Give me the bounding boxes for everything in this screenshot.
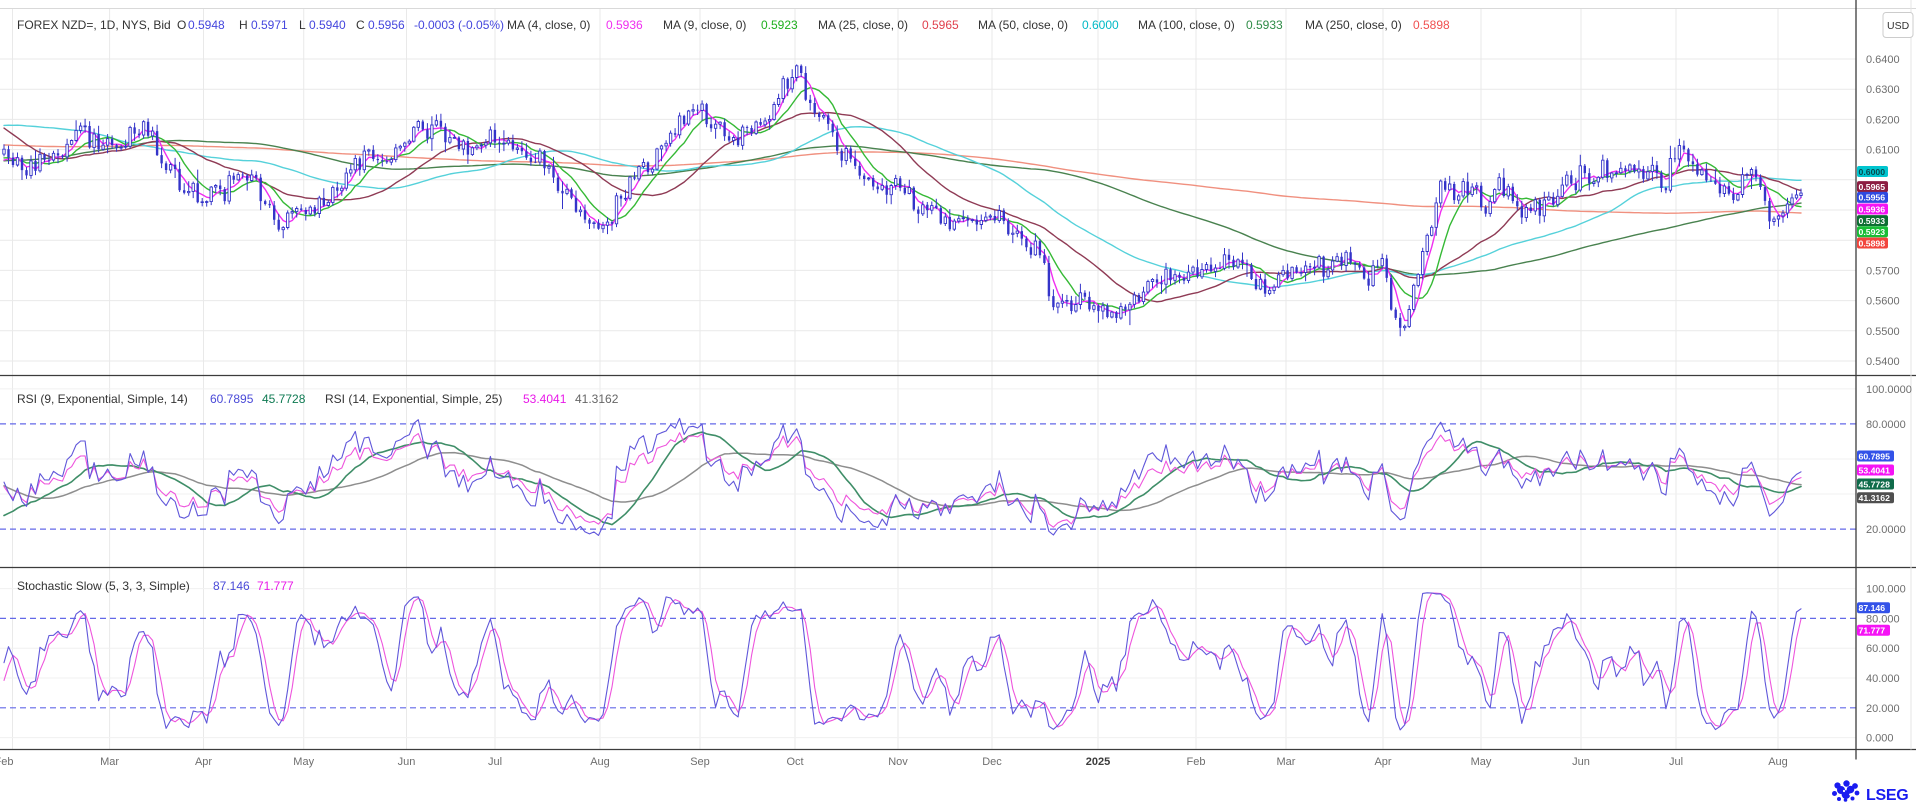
svg-text:0.6200: 0.6200 <box>1866 114 1900 126</box>
svg-text:RSI (9, Exponential, Simple, 1: RSI (9, Exponential, Simple, 14) 60.7895 4… <box>17 392 619 406</box>
svg-text:Mar: Mar <box>1277 756 1296 768</box>
svg-text:Aug: Aug <box>590 756 610 768</box>
svg-text:Apr: Apr <box>195 756 212 768</box>
svg-text:80.000: 80.000 <box>1866 613 1900 625</box>
svg-text:Sep: Sep <box>690 756 710 768</box>
svg-text:20.000: 20.000 <box>1866 703 1900 715</box>
svg-text:Apr: Apr <box>1374 756 1391 768</box>
svg-text:0.6100: 0.6100 <box>1866 145 1900 157</box>
svg-text:60.000: 60.000 <box>1866 643 1900 655</box>
svg-text:0.5400: 0.5400 <box>1866 356 1900 368</box>
svg-text:100.0000: 100.0000 <box>1866 384 1912 396</box>
svg-text:80.0000: 80.0000 <box>1866 419 1906 431</box>
svg-text:0.5936: 0.5936 <box>1859 204 1886 214</box>
svg-text:0.6300: 0.6300 <box>1866 84 1900 96</box>
svg-text:0.5965: 0.5965 <box>1859 182 1886 192</box>
svg-text:53.4041: 53.4041 <box>1859 465 1891 475</box>
svg-text:60.7895: 60.7895 <box>1859 451 1891 461</box>
svg-text:0.5956: 0.5956 <box>1859 193 1886 203</box>
svg-text:0.5898: 0.5898 <box>1859 238 1886 248</box>
svg-text:71.777: 71.777 <box>1859 626 1886 636</box>
svg-text:0.000: 0.000 <box>1866 733 1894 745</box>
svg-text:Jun: Jun <box>1572 756 1590 768</box>
svg-text:Mar: Mar <box>100 756 119 768</box>
svg-text:0.5933: 0.5933 <box>1859 216 1886 226</box>
svg-text:45.7728: 45.7728 <box>1859 479 1891 489</box>
svg-text:87.146: 87.146 <box>1859 603 1886 613</box>
svg-text:Stochastic Slow (5, 3, 3, Simp: Stochastic Slow (5, 3, 3, Simple) 87.146 7… <box>17 579 294 593</box>
svg-text:Jul: Jul <box>1669 756 1683 768</box>
svg-text:0.5500: 0.5500 <box>1866 326 1900 338</box>
svg-text:Feb: Feb <box>1187 756 1206 768</box>
svg-text:Oct: Oct <box>786 756 803 768</box>
svg-text:0.6000: 0.6000 <box>1859 167 1886 177</box>
svg-text:100.000: 100.000 <box>1866 584 1906 596</box>
svg-text:Dec: Dec <box>982 756 1002 768</box>
svg-text:May: May <box>1471 756 1492 768</box>
svg-text:May: May <box>293 756 314 768</box>
svg-text:Jul: Jul <box>488 756 502 768</box>
svg-text:41.3162: 41.3162 <box>1859 493 1891 503</box>
svg-text:Feb: Feb <box>0 756 13 768</box>
svg-text:LSEG: LSEG <box>1866 787 1908 803</box>
svg-text:Jun: Jun <box>398 756 416 768</box>
svg-text:0.6400: 0.6400 <box>1866 54 1900 66</box>
svg-text:2025: 2025 <box>1086 756 1110 768</box>
svg-text:20.0000: 20.0000 <box>1866 524 1906 536</box>
svg-text:40.000: 40.000 <box>1866 673 1900 685</box>
svg-text:0.5923: 0.5923 <box>1859 227 1886 237</box>
svg-text:USD: USD <box>1887 20 1910 32</box>
svg-text:0.5700: 0.5700 <box>1866 265 1900 277</box>
svg-text:Nov: Nov <box>888 756 908 768</box>
svg-text:Aug: Aug <box>1768 756 1788 768</box>
svg-text:0.5600: 0.5600 <box>1866 296 1900 308</box>
